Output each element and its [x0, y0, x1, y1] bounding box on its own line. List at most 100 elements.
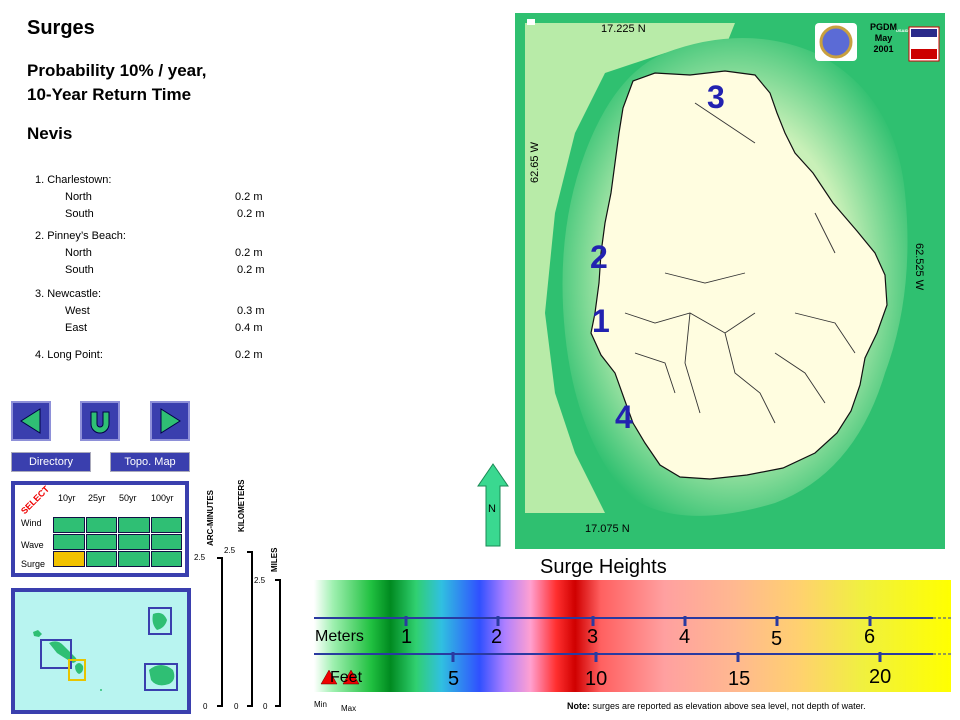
kilometers-zero: 0	[234, 702, 239, 711]
location-long-point: 4. Long Point: 0.2 m	[35, 347, 263, 364]
meter-tick-1: 1	[401, 626, 413, 648]
marker-4: 4	[615, 399, 633, 435]
lon-left-label: 62.65 W	[529, 142, 541, 183]
surge-value: 0.2 m	[235, 349, 263, 361]
subtitle-line-2: 10-Year Return Time	[27, 85, 192, 104]
location-name: 1. Charlestown:	[35, 174, 112, 186]
marker-2: 2	[590, 239, 608, 275]
usaid-logo-text: USAID	[896, 28, 909, 33]
surge-value: 0.2 m	[235, 247, 263, 259]
miles-top: 2.5	[254, 576, 266, 585]
surge-value: 0.3 m	[237, 305, 265, 317]
note-text: surges are reported as elevation above s…	[590, 701, 866, 711]
feet-label: Feet	[330, 669, 363, 686]
row-wave: Wave	[21, 540, 44, 550]
col-100yr: 100yr	[151, 493, 174, 503]
legend-note: Note: surges are reported as elevation a…	[567, 701, 866, 711]
arc-minutes-zero: 0	[203, 702, 208, 711]
arc-minutes-top: 2.5	[194, 553, 206, 562]
grid-cell-wave-100yr[interactable]	[150, 534, 182, 550]
lat-bottom-label: 17.075 N	[585, 523, 630, 535]
marker-1: 1	[592, 303, 610, 339]
hazard-select-grid: SELECT 10yr 25yr 50yr 100yr Wind Wave Su…	[11, 481, 189, 577]
feet-tick-5: 5	[448, 668, 460, 690]
row-surge: Surge	[21, 559, 46, 569]
miles-label: MILES	[270, 547, 279, 572]
scale-bars	[217, 551, 281, 707]
meter-tick-5: 5	[771, 628, 783, 650]
credit-line-1: PGDM	[870, 22, 897, 32]
overview-map	[11, 588, 191, 714]
col-50yr: 50yr	[119, 493, 137, 503]
credit-line-3: 2001	[873, 44, 894, 54]
row-wind: Wind	[21, 518, 42, 528]
meter-tick-6: 6	[864, 626, 876, 648]
page-title: Surges	[27, 17, 95, 39]
location-side: North	[65, 191, 92, 203]
grid-cell-surge-25yr[interactable]	[85, 551, 117, 567]
marker-3: 3	[707, 79, 725, 115]
grid-cell-wind-100yr[interactable]	[150, 517, 182, 533]
location-side: South	[65, 208, 94, 220]
kilometers-label: KILOMETERS	[237, 479, 246, 532]
meter-tick-4: 4	[679, 626, 691, 648]
min-label: Min	[314, 700, 327, 709]
surge-value: 0.4 m	[235, 322, 263, 334]
col-25yr: 25yr	[88, 493, 106, 503]
lat-top-label: 17.225 N	[601, 23, 646, 35]
location-charlestown: 1. Charlestown: North 0.2 m South 0.2 m	[35, 172, 265, 223]
feet-tick-15: 15	[728, 668, 751, 690]
previous-button[interactable]	[11, 401, 51, 441]
location-name: 2. Pinney’s Beach:	[35, 230, 126, 242]
u-turn-icon	[90, 411, 110, 434]
island-name: Nevis	[27, 124, 73, 143]
topo-map-button[interactable]: Topo. Map	[110, 452, 190, 472]
max-label: Max	[341, 704, 357, 713]
col-10yr: 10yr	[58, 493, 76, 503]
grid-cell-wave-50yr[interactable]	[118, 534, 150, 550]
location-name: 4. Long Point:	[35, 349, 103, 361]
surge-value: 0.2 m	[237, 208, 265, 220]
credit-line-2: May	[874, 33, 893, 43]
probability-subtitle: Probability 10% / year, 10-Year Return T…	[27, 59, 207, 107]
grid-cell-surge-100yr[interactable]	[150, 551, 182, 567]
kilometers-top: 2.5	[224, 546, 236, 555]
location-name: 3. Newcastle:	[35, 288, 102, 300]
surge-value: 0.2 m	[237, 264, 265, 276]
location-pinneys-beach: 2. Pinney’s Beach: North 0.2 m South 0.2 m	[35, 228, 265, 279]
legend-title: Surge Heights	[540, 556, 667, 578]
nevis-map: USAID 17.225 N 17.075 N 62.65 W 62.525 W…	[515, 13, 945, 549]
meter-tick-3: 3	[587, 626, 599, 648]
subtitle-line-1: Probability 10% / year,	[27, 61, 207, 80]
feet-tick-20: 20	[869, 666, 892, 688]
location-side: South	[65, 264, 94, 276]
grid-cell-wind-25yr[interactable]	[85, 517, 117, 533]
location-newcastle: 3. Newcastle: West 0.3 m East 0.4 m	[35, 286, 265, 337]
next-button[interactable]	[150, 401, 190, 441]
location-side: East	[65, 322, 88, 334]
north-arrow	[477, 463, 509, 547]
grid-cells	[53, 517, 183, 569]
nevis-map-svg	[519, 17, 941, 545]
arrow-right-icon	[160, 408, 181, 434]
grid-cell-wave-10yr[interactable]	[53, 534, 85, 550]
grid-cell-surge-50yr[interactable]	[118, 551, 150, 567]
directory-button[interactable]: Directory	[11, 452, 91, 472]
grid-cell-wave-25yr[interactable]	[85, 534, 117, 550]
pgdm-credit: PGDM May 2001	[870, 22, 897, 55]
grid-cell-wind-10yr[interactable]	[53, 517, 85, 533]
note-label: Note:	[567, 701, 590, 711]
arc-minutes-label: ARC-MINUTES	[206, 490, 215, 546]
location-side: West	[65, 305, 90, 317]
grid-cell-surge-10yr[interactable]	[53, 551, 85, 567]
arrow-left-icon	[20, 408, 41, 434]
location-side: North	[65, 247, 92, 259]
meters-label: Meters	[315, 628, 364, 645]
return-button[interactable]	[80, 401, 120, 441]
grid-cell-wind-50yr[interactable]	[118, 517, 150, 533]
miles-zero: 0	[263, 702, 268, 711]
meter-tick-2: 2	[491, 626, 503, 648]
surge-color-scale	[314, 580, 951, 692]
lon-right-label: 62.525 W	[913, 243, 925, 291]
surge-value: 0.2 m	[235, 191, 263, 203]
